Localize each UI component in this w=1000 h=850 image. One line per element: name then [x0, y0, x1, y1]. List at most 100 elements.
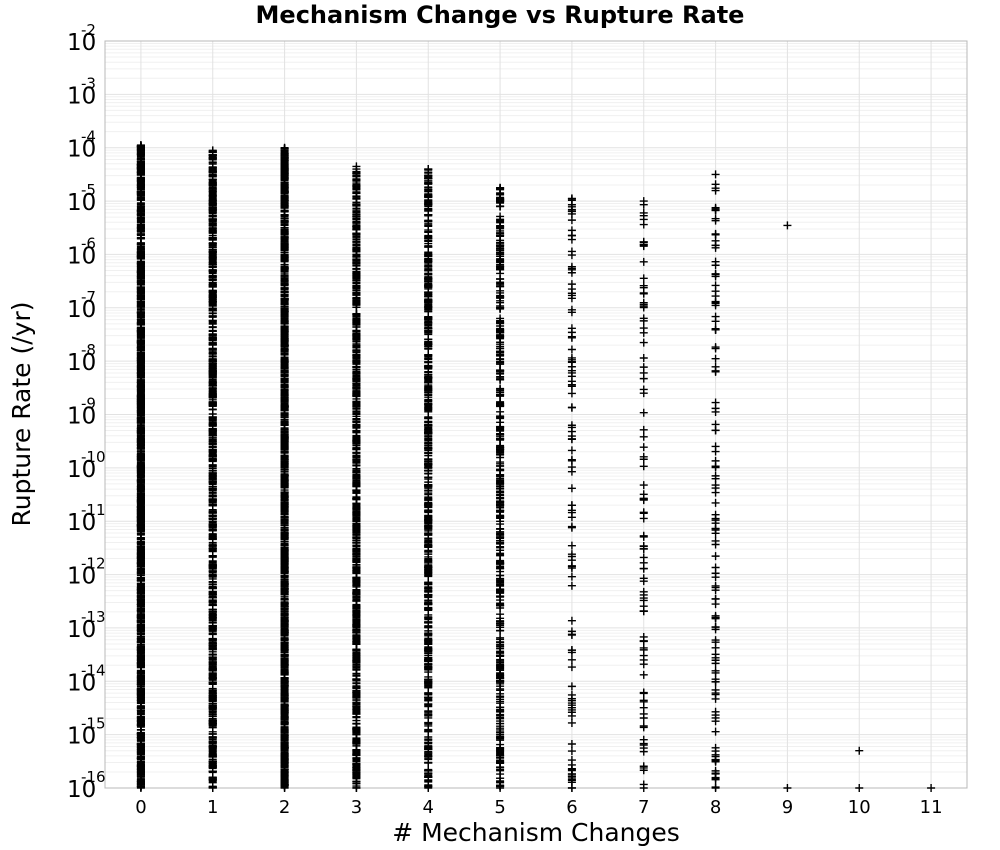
data-point [208, 163, 217, 172]
data-point [208, 226, 217, 235]
data-point [208, 663, 217, 672]
data-point [136, 399, 145, 408]
data-point [136, 670, 145, 679]
data-point [136, 602, 145, 611]
data-point [208, 634, 217, 643]
data-point [208, 507, 217, 516]
data-point [208, 381, 217, 390]
data-point [208, 389, 217, 398]
data-point [208, 455, 217, 464]
data-point [208, 426, 217, 435]
data-point [208, 624, 217, 633]
data-point [136, 444, 145, 453]
data-point [136, 244, 145, 253]
data-point [136, 181, 145, 190]
data-point [136, 490, 145, 499]
plot-frame [104, 40, 968, 789]
data-point [136, 733, 145, 742]
data-point [136, 462, 145, 471]
data-point [208, 514, 217, 523]
data-point [136, 482, 145, 491]
data-point [208, 402, 217, 411]
data-point [208, 616, 217, 625]
data-point [208, 447, 217, 456]
data-point [136, 290, 145, 299]
data-point [208, 757, 217, 766]
data-point [136, 663, 145, 672]
data-point [136, 381, 145, 390]
data-point [136, 202, 145, 211]
data-point [136, 655, 145, 664]
data-point [136, 524, 145, 533]
data-point [136, 611, 145, 620]
data-point [136, 703, 145, 712]
data-point [208, 178, 217, 187]
data-point [208, 699, 217, 708]
data-point [208, 745, 217, 754]
data-point [136, 319, 145, 328]
data-point [136, 560, 145, 569]
data-point [136, 147, 145, 156]
data-point [208, 557, 217, 566]
data-point [208, 368, 217, 377]
data-point [208, 496, 217, 505]
data-point [136, 365, 145, 374]
data-point [136, 272, 145, 281]
data-point [136, 584, 145, 593]
data-point [136, 343, 145, 352]
data-point [208, 414, 217, 423]
data-point [208, 689, 217, 698]
data-point [136, 220, 145, 229]
data-point [208, 297, 217, 306]
data-point [208, 482, 217, 491]
data-point [136, 504, 145, 513]
data-point [208, 262, 217, 271]
data-point [208, 534, 217, 543]
data-point [208, 727, 217, 736]
data-point [136, 686, 145, 695]
data-point [136, 351, 145, 360]
data-point [136, 431, 145, 440]
data-point [208, 214, 217, 223]
data-point [208, 574, 217, 583]
data-point [136, 297, 145, 306]
data-point [208, 147, 217, 156]
data-point [136, 230, 145, 239]
data-point [208, 653, 217, 662]
data-point [136, 406, 145, 415]
data-point [208, 282, 217, 291]
data-point [136, 569, 145, 578]
grid-lines [105, 40, 967, 789]
data-point [136, 623, 145, 632]
chart-title: Mechanism Change vs Rupture Rate [256, 1, 745, 29]
data-point [208, 316, 217, 325]
data-point [136, 512, 145, 521]
data-points [136, 141, 936, 792]
data-point [208, 776, 217, 785]
data-point [136, 777, 145, 786]
data-point [208, 435, 217, 444]
data-point [136, 767, 145, 776]
data-point [136, 549, 145, 558]
data-point [208, 200, 217, 209]
data-point [136, 334, 145, 343]
data-point [136, 311, 145, 320]
data-point [136, 171, 145, 180]
data-point [208, 593, 217, 602]
data-point [136, 747, 145, 756]
data-point [208, 526, 217, 535]
data-point [208, 566, 217, 575]
data-point [208, 185, 217, 194]
data-point [208, 716, 217, 725]
data-point [136, 716, 145, 725]
data-point [208, 336, 217, 345]
data-point [136, 634, 145, 643]
data-point [208, 645, 217, 654]
data-point [208, 245, 217, 254]
data-point [208, 783, 217, 792]
data-point [136, 420, 145, 429]
data-point [208, 349, 217, 358]
data-point [136, 642, 145, 651]
data-point [208, 541, 217, 550]
